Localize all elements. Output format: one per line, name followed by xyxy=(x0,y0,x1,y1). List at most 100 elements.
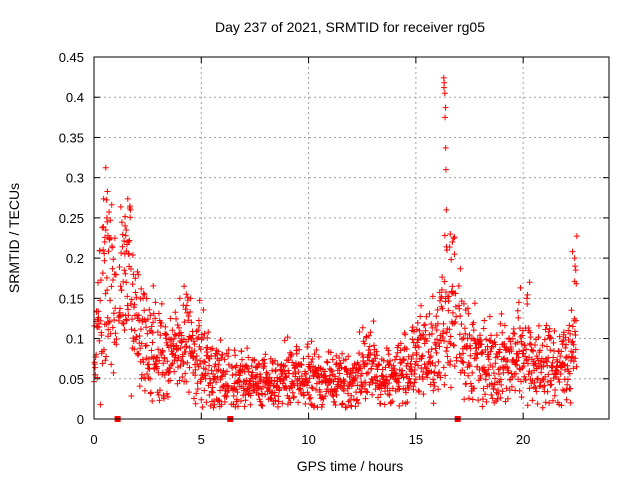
data-point xyxy=(113,336,120,343)
data-point xyxy=(119,311,126,318)
y-tick-label: 0.15 xyxy=(59,291,84,306)
data-point xyxy=(426,331,433,338)
data-point xyxy=(478,349,485,356)
data-point xyxy=(340,376,347,383)
y-tick-label: 0.35 xyxy=(59,130,84,145)
data-point xyxy=(275,393,282,400)
data-point xyxy=(193,390,200,397)
data-point xyxy=(100,223,107,230)
data-point xyxy=(509,374,516,381)
data-point xyxy=(563,396,570,403)
data-point xyxy=(184,359,191,366)
data-point xyxy=(112,330,119,337)
data-point xyxy=(485,366,492,373)
data-point xyxy=(261,356,268,363)
data-point xyxy=(467,380,474,387)
data-point xyxy=(478,337,485,344)
data-point xyxy=(534,376,541,383)
data-point xyxy=(442,372,449,379)
data-point xyxy=(211,363,218,370)
data-point xyxy=(289,389,296,396)
data-point xyxy=(162,323,169,330)
data-point xyxy=(508,348,515,355)
y-tick-label: 0.2 xyxy=(66,251,84,266)
data-point xyxy=(497,394,504,401)
data-point xyxy=(530,348,537,355)
data-point xyxy=(395,375,402,382)
data-point xyxy=(177,344,184,351)
data-point xyxy=(293,343,300,350)
data-point xyxy=(376,361,383,368)
data-point xyxy=(397,347,404,354)
data-point xyxy=(362,379,369,386)
data-point xyxy=(152,315,159,322)
data-point xyxy=(172,352,179,359)
data-point xyxy=(298,373,305,380)
data-point xyxy=(204,370,211,377)
data-point xyxy=(342,356,349,363)
data-point xyxy=(241,403,248,410)
data-point xyxy=(379,372,386,379)
data-point xyxy=(405,385,412,392)
data-point xyxy=(386,361,393,368)
data-point xyxy=(549,363,556,370)
data-point xyxy=(117,203,124,210)
data-point xyxy=(95,279,102,286)
data-point xyxy=(138,340,145,347)
data-point xyxy=(542,399,549,406)
data-point xyxy=(370,318,377,325)
data-point xyxy=(431,369,438,376)
data-point xyxy=(570,358,577,365)
data-point xyxy=(236,372,243,379)
data-point xyxy=(441,90,448,97)
data-point xyxy=(483,336,490,343)
data-point xyxy=(313,347,320,354)
data-point xyxy=(237,398,244,405)
data-point xyxy=(415,362,422,369)
data-point xyxy=(411,371,418,378)
data-point xyxy=(201,330,208,337)
data-point xyxy=(297,386,304,393)
data-point xyxy=(367,329,374,336)
data-point xyxy=(231,347,238,354)
data-point xyxy=(342,404,349,411)
data-point xyxy=(97,297,104,304)
data-point xyxy=(363,370,370,377)
data-point xyxy=(191,341,198,348)
data-point xyxy=(371,342,378,349)
data-point xyxy=(197,346,204,353)
data-point xyxy=(195,317,202,324)
data-point xyxy=(118,219,125,226)
data-point xyxy=(513,358,520,365)
data-point xyxy=(396,402,403,409)
data-point xyxy=(149,397,156,404)
data-point xyxy=(262,391,269,398)
data-point xyxy=(189,332,196,339)
data-point xyxy=(143,295,150,302)
data-point xyxy=(242,391,249,398)
data-point xyxy=(364,361,371,368)
data-point xyxy=(480,385,487,392)
data-point xyxy=(377,391,384,398)
data-point xyxy=(387,399,394,406)
data-point xyxy=(416,327,423,334)
data-point xyxy=(551,392,558,399)
data-point xyxy=(443,348,450,355)
data-point xyxy=(573,233,580,240)
data-point xyxy=(231,380,238,387)
data-point xyxy=(150,319,157,326)
data-point xyxy=(544,343,551,350)
data-point xyxy=(245,354,252,361)
data-point xyxy=(124,195,131,202)
data-point xyxy=(107,330,114,337)
data-point xyxy=(122,232,129,239)
data-point xyxy=(422,364,429,371)
data-point xyxy=(557,364,564,371)
data-point xyxy=(562,354,569,361)
data-point xyxy=(156,397,163,404)
data-point xyxy=(467,352,474,359)
data-point xyxy=(562,344,569,351)
data-point xyxy=(263,369,270,376)
data-point xyxy=(147,312,154,319)
data-point xyxy=(109,265,116,272)
